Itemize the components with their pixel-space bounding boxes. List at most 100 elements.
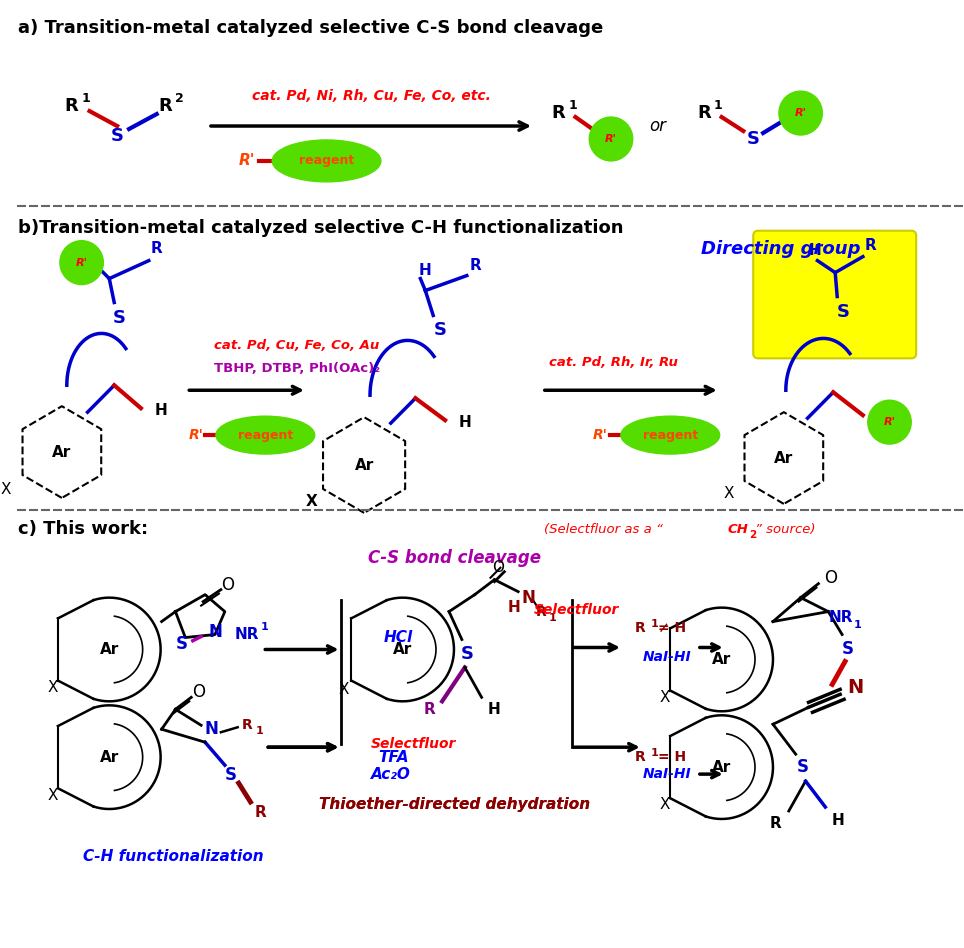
Text: b)Transition-metal catalyzed selective C-H functionalization: b)Transition-metal catalyzed selective C…: [18, 219, 624, 237]
Text: NaI-HI: NaI-HI: [643, 767, 691, 781]
Text: R': R': [605, 134, 617, 144]
Text: N: N: [208, 623, 222, 641]
Text: Ac₂O: Ac₂O: [371, 767, 411, 781]
Text: 1: 1: [260, 622, 268, 631]
Text: Selectfluor: Selectfluor: [371, 738, 456, 751]
Text: S: S: [434, 321, 446, 339]
Text: N: N: [204, 720, 218, 738]
Text: cat. Pd, Cu, Fe, Co, Au: cat. Pd, Cu, Fe, Co, Au: [214, 338, 380, 352]
Text: H: H: [459, 414, 471, 429]
Text: R: R: [242, 719, 253, 732]
Text: reagent: reagent: [643, 428, 698, 442]
Text: S: S: [842, 641, 854, 659]
Ellipse shape: [216, 416, 314, 454]
Text: O: O: [824, 569, 837, 587]
Text: R: R: [150, 241, 163, 256]
Text: S: S: [837, 303, 849, 321]
Text: cat. Pd, Ni, Rh, Cu, Fe, Co, etc.: cat. Pd, Ni, Rh, Cu, Fe, Co, etc.: [252, 89, 491, 103]
Text: R: R: [634, 750, 646, 764]
Text: 1: 1: [651, 748, 658, 758]
Text: X: X: [0, 483, 11, 498]
Text: Ar: Ar: [355, 458, 374, 472]
Text: R': R': [188, 428, 203, 442]
Text: X: X: [338, 682, 349, 697]
Text: 1: 1: [255, 726, 263, 737]
Text: X: X: [659, 796, 670, 811]
Text: Ar: Ar: [774, 450, 793, 465]
Text: R: R: [551, 104, 566, 122]
Text: H: H: [508, 600, 521, 615]
Text: CH: CH: [728, 523, 748, 537]
Text: R: R: [536, 605, 547, 619]
Text: NR: NR: [828, 611, 853, 625]
Circle shape: [779, 91, 822, 135]
FancyBboxPatch shape: [753, 230, 916, 358]
Text: H: H: [488, 702, 501, 717]
Circle shape: [868, 400, 911, 444]
Text: Ar: Ar: [712, 759, 732, 775]
Circle shape: [60, 241, 103, 284]
Text: Thioether-directed dehydration: Thioether-directed dehydration: [319, 796, 591, 811]
Text: O: O: [192, 684, 204, 702]
Text: Thioether-directed dehydration: Thioether-directed dehydration: [319, 796, 591, 811]
Text: Directing group: Directing group: [701, 240, 861, 258]
Circle shape: [589, 117, 632, 161]
Text: reagent: reagent: [299, 155, 354, 168]
Text: ≠ H: ≠ H: [658, 621, 686, 634]
Text: = H: = H: [658, 750, 686, 764]
Text: H: H: [832, 813, 844, 829]
Text: S: S: [113, 309, 125, 327]
Text: S: S: [747, 130, 760, 148]
Text: R: R: [634, 621, 646, 634]
Text: reagent: reagent: [238, 428, 293, 442]
Text: 1: 1: [713, 99, 722, 112]
Text: N: N: [522, 589, 535, 607]
Text: R: R: [254, 805, 266, 819]
Text: S: S: [460, 646, 473, 664]
Text: R': R': [593, 428, 608, 442]
Text: C-S bond cleavage: C-S bond cleavage: [368, 549, 542, 567]
Text: R: R: [697, 104, 710, 122]
Text: Ar: Ar: [99, 750, 119, 765]
Text: X: X: [306, 495, 317, 509]
Text: 2: 2: [749, 530, 757, 539]
Text: R: R: [770, 816, 782, 831]
Ellipse shape: [272, 140, 381, 182]
Text: cat. Pd, Rh, Ir, Ru: cat. Pd, Rh, Ir, Ru: [549, 356, 678, 369]
Text: C-H functionalization: C-H functionalization: [83, 849, 264, 865]
Text: X: X: [48, 680, 58, 695]
Text: NaI-HI: NaI-HI: [643, 650, 691, 665]
Text: or: or: [649, 117, 666, 135]
Text: R: R: [65, 97, 79, 115]
Text: 1: 1: [854, 620, 862, 629]
Text: S: S: [111, 127, 123, 145]
Text: R: R: [865, 238, 876, 253]
Text: Selectfluor: Selectfluor: [534, 603, 619, 616]
Text: O: O: [493, 560, 504, 575]
Text: O: O: [222, 575, 234, 593]
Text: X: X: [48, 788, 58, 803]
Text: R': R': [884, 417, 896, 428]
Text: c) This work:: c) This work:: [18, 520, 148, 538]
Text: (Selectfluor as a “: (Selectfluor as a “: [544, 523, 662, 537]
Text: HCl: HCl: [384, 630, 414, 645]
Text: H: H: [419, 264, 432, 278]
Text: S: S: [225, 766, 237, 784]
Text: X: X: [723, 486, 734, 501]
Text: Ar: Ar: [99, 642, 119, 657]
Text: H: H: [809, 243, 822, 258]
Text: R': R': [239, 154, 255, 169]
Text: NR: NR: [234, 627, 259, 642]
Text: TBHP, DTBP, PhI(OAc)₂: TBHP, DTBP, PhI(OAc)₂: [214, 362, 380, 374]
Text: R': R': [75, 258, 88, 267]
Text: Ar: Ar: [52, 445, 71, 460]
Text: 1: 1: [651, 618, 658, 629]
Text: S: S: [796, 758, 809, 776]
Text: ” source): ” source): [755, 523, 816, 537]
Text: X: X: [659, 690, 670, 705]
Text: a) Transition-metal catalyzed selective C-S bond cleavage: a) Transition-metal catalyzed selective …: [18, 19, 603, 37]
Text: 1: 1: [569, 99, 577, 112]
Text: 2: 2: [175, 92, 184, 104]
Text: H: H: [154, 403, 167, 418]
Text: Ar: Ar: [393, 642, 413, 657]
